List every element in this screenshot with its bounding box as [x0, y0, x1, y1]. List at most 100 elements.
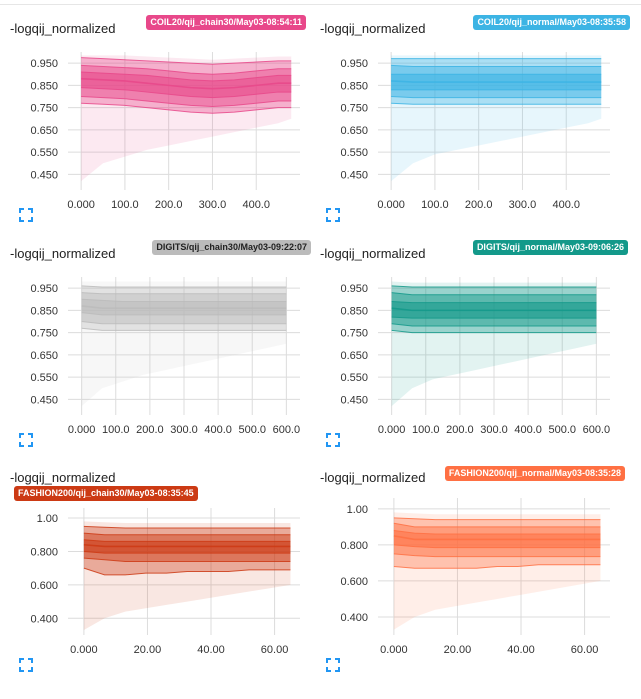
series-line-p31: [391, 316, 597, 319]
run-badge: FASHION200/qij_chain30/May03-08:35:45: [14, 486, 198, 501]
chart-card-coil20-normal: -logqij_normalized COIL20/qij_normal/May…: [310, 12, 630, 237]
fullscreen-icon[interactable]: [19, 433, 33, 447]
x-tick-label: 40.00: [507, 644, 535, 656]
series-line-p50: [81, 305, 287, 309]
y-tick-label: 0.950: [30, 283, 58, 295]
y-tick-label: 0.800: [30, 546, 58, 558]
x-tick-label: 20.00: [444, 644, 472, 656]
y-tick-label: 0.550: [340, 147, 368, 159]
series-line-p50: [391, 80, 602, 83]
x-tick-label: 400.0: [514, 424, 542, 436]
x-tick-label: 20.00: [134, 644, 162, 656]
band-p31-p69: [81, 299, 287, 315]
y-tick-label: 0.650: [30, 350, 58, 362]
series-line-p50: [393, 535, 601, 541]
x-tick-label: 0.000: [380, 644, 408, 656]
y-tick-label: 0.450: [340, 169, 368, 181]
fullscreen-icon[interactable]: [326, 658, 340, 672]
fullscreen-icon[interactable]: [326, 208, 340, 222]
x-tick-label: 500.0: [238, 424, 266, 436]
series-line-p50: [391, 307, 597, 312]
x-tick-label: 200.0: [155, 199, 183, 211]
chart-card-coil20-chain30: -logqij_normalized COIL20/qij_chain30/Ma…: [0, 12, 310, 237]
series-line-p69: [393, 529, 601, 535]
series-line-p31: [83, 550, 291, 554]
y-tick-label: 0.550: [30, 372, 58, 384]
y-tick-label: 1.00: [347, 504, 368, 516]
series-line-p7: [391, 329, 597, 334]
series-line-p93: [81, 57, 292, 65]
series-line-p84: [391, 292, 597, 296]
series-line-p31: [81, 87, 292, 99]
x-tick-label: 600.0: [583, 424, 611, 436]
x-tick-label: 100.0: [421, 199, 449, 211]
chart-title: -logqij_normalized: [10, 21, 116, 36]
y-tick-label: 0.400: [340, 612, 368, 624]
fullscreen-icon[interactable]: [326, 433, 340, 447]
series-line-p50: [81, 77, 292, 90]
y-tick-label: 0.750: [30, 103, 58, 115]
series-line-p93: [391, 285, 597, 288]
x-tick-label: 0.000: [378, 424, 406, 436]
series-line-p84: [391, 64, 602, 67]
y-tick-label: 0.850: [340, 80, 368, 92]
gridlines: [68, 52, 300, 190]
x-tick-label: 400.0: [204, 424, 232, 436]
y-tick-label: 0.650: [340, 350, 368, 362]
series-line-p93: [393, 517, 601, 521]
x-tick-label: 200.0: [136, 424, 164, 436]
run-badge: COIL20/qij_chain30/May03-08:54:11: [146, 15, 306, 30]
chart-plot: 0.450 0.550 0.650 0.750 0.850 0.950 0.000 100.0…: [30, 52, 300, 211]
y-tick-label: 0.850: [340, 305, 368, 317]
series-line-p69: [391, 300, 597, 304]
chart-card-digits-normal: -logqij_normalized DIGITS/qij_normal/May…: [310, 237, 628, 462]
fullscreen-icon[interactable]: [19, 208, 33, 222]
series-line-p31: [393, 544, 601, 549]
chart-plot: 0.450 0.550 0.650 0.750 0.850 0.950 0.000 100.0…: [340, 52, 610, 211]
y-tick-label: 0.750: [30, 328, 58, 340]
x-tick-label: 40.00: [197, 644, 225, 656]
x-tick-label: 400.0: [552, 199, 580, 211]
y-tick-label: 0.450: [30, 394, 58, 406]
x-tick-label: 500.0: [548, 424, 576, 436]
y-tick-label: 0.400: [30, 613, 58, 625]
series-line-p84: [83, 532, 291, 536]
series-line-p84: [81, 292, 287, 295]
chart-card-digits-chain30: -logqij_normalized DIGITS/qij_chain30/Ma…: [0, 237, 311, 462]
series-line-p16: [83, 557, 291, 562]
x-tick-label: 0.000: [67, 199, 95, 211]
series-line-p16: [391, 323, 597, 327]
series-line-p7: [393, 564, 601, 569]
fullscreen-icon[interactable]: [19, 658, 33, 672]
chart-plot: 0.450 0.550 0.650 0.750 0.850 0.950 0.000 100.0…: [340, 277, 611, 436]
y-tick-label: 0.650: [30, 125, 58, 137]
run-badge: COIL20/qij_normal/May03-08:35:58: [473, 15, 630, 30]
run-badge: DIGITS/qij_chain30/May03-09:22:07: [152, 240, 311, 255]
chart-card-fashion200-chain30: -logqij_normalized FASHION200/qij_chain3…: [0, 463, 310, 688]
x-tick-label: 100.0: [412, 424, 440, 436]
chart-card-fashion200-normal: -logqij_normalized FASHION200/qij_normal…: [310, 463, 625, 688]
x-tick-label: 0.000: [70, 644, 98, 656]
series-line-p7: [83, 567, 291, 576]
series-line-p93: [81, 285, 287, 288]
top-divider: [0, 0, 641, 5]
series-line-p16: [81, 321, 287, 325]
y-tick-label: 1.00: [37, 513, 58, 525]
x-tick-label: 200.0: [446, 424, 474, 436]
run-badge: DIGITS/qij_normal/May03-09:06:26: [472, 240, 628, 255]
x-tick-label: 300.0: [480, 424, 508, 436]
x-tick-label: 200.0: [465, 199, 493, 211]
x-tick-label: 300.0: [170, 424, 198, 436]
series-line-p7: [81, 327, 287, 331]
series-line-p16: [391, 96, 602, 99]
series-line-p16: [81, 96, 292, 108]
series-line-p7: [81, 102, 292, 114]
series-line-p93: [83, 525, 291, 529]
y-tick-label: 0.600: [340, 576, 368, 588]
y-tick-label: 0.800: [340, 540, 368, 552]
gridlines: [68, 277, 300, 415]
y-tick-label: 0.750: [340, 103, 368, 115]
series-line-p50: [83, 543, 291, 548]
series-line-p84: [81, 64, 292, 75]
series-line-p69: [83, 539, 291, 542]
